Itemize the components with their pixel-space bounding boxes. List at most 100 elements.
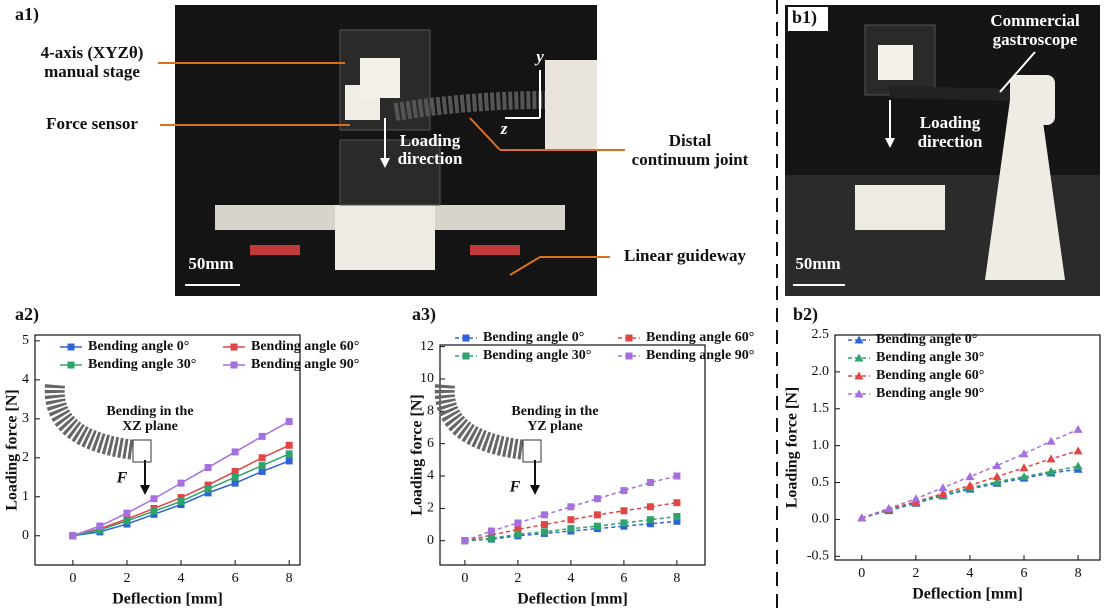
marker — [965, 472, 975, 481]
legend-marker — [67, 343, 75, 351]
legend-label: Bending angle 90° — [251, 357, 359, 372]
scope-label: gastroscope — [993, 30, 1078, 49]
marker — [204, 464, 212, 472]
photo-b1: Loading direction Commercial gastroscope… — [785, 5, 1100, 296]
y-tick-label: 12 — [420, 339, 434, 354]
x-tick-label: 2 — [912, 566, 919, 581]
plot-frame — [34, 334, 301, 566]
legend-label: Bending angle 60° — [646, 330, 754, 345]
marker — [646, 503, 654, 511]
x-tick-label: 6 — [620, 571, 627, 586]
marker — [646, 520, 654, 528]
y-tick-label: 1.5 — [812, 401, 830, 416]
marker — [567, 525, 575, 533]
series-line — [72, 420, 290, 537]
axis-z-label: z — [500, 119, 508, 138]
marker — [123, 517, 131, 525]
marker — [204, 481, 212, 489]
x-tick-label: 0 — [461, 571, 468, 586]
arrow-head — [380, 158, 390, 168]
legend-label: Bending angle 0° — [483, 330, 584, 345]
y-tick-label: 2.0 — [812, 364, 830, 379]
inset-annotation: XZ plane — [122, 419, 178, 434]
y-tick-label: 8 — [427, 404, 434, 419]
series-line — [464, 475, 678, 542]
loading-label: Loading — [920, 113, 981, 132]
marker — [258, 432, 266, 440]
marker — [231, 473, 239, 481]
legend-label: Bending angle 30° — [483, 348, 591, 363]
y-tick-label: 2.5 — [812, 327, 830, 342]
carriage — [335, 205, 435, 270]
marker — [620, 507, 628, 515]
marker — [1046, 436, 1056, 445]
holder-top — [1010, 75, 1055, 125]
continuum-joint — [393, 91, 546, 121]
marker — [911, 494, 921, 503]
y-tick-label: 4 — [22, 372, 29, 387]
y-tick-label: 0.5 — [812, 475, 830, 490]
legend-marker — [854, 389, 864, 398]
callout: 4-axis (XYZθ) — [41, 43, 144, 62]
sensor-clamp — [878, 45, 913, 80]
marker — [593, 522, 601, 530]
force-arrow-head — [530, 485, 540, 495]
holder — [985, 100, 1065, 280]
marker — [231, 467, 239, 475]
legend-marker — [230, 361, 238, 369]
x-tick-label: 0 — [858, 566, 865, 581]
marker — [992, 477, 1002, 486]
y-tick-label: 10 — [420, 371, 434, 386]
marker — [673, 517, 681, 525]
legend-label: Bending angle 30° — [88, 357, 196, 372]
legend-marker — [67, 361, 75, 369]
force-label: F — [116, 470, 128, 487]
marker — [461, 537, 469, 545]
y-tick-label: 0.0 — [812, 512, 830, 527]
marker — [673, 512, 681, 520]
marker — [1019, 472, 1029, 481]
marker — [884, 503, 894, 512]
marker — [231, 448, 239, 456]
marker — [567, 516, 575, 524]
marker — [514, 519, 522, 527]
stage-base — [339, 139, 441, 206]
marker — [673, 499, 681, 507]
marker — [150, 507, 158, 515]
y-tick-label: 0 — [427, 533, 434, 548]
marker — [258, 467, 266, 475]
legend-label: Bending angle 60° — [251, 339, 359, 354]
marker — [567, 503, 575, 511]
x-axis-title: Deflection [mm] — [112, 591, 223, 608]
marker — [231, 479, 239, 487]
legend-marker — [230, 343, 238, 351]
force-label: F — [509, 479, 521, 496]
plot-frame — [834, 334, 1101, 561]
marker — [514, 525, 522, 533]
marker — [258, 454, 266, 462]
y-axis-title: Loading force [N] — [4, 389, 21, 510]
legend-marker — [625, 352, 633, 360]
plot-frame — [439, 344, 706, 566]
y-tick-label: -0.5 — [807, 549, 829, 564]
inset-annotation: Bending in the — [511, 404, 598, 419]
y-tick-label: 6 — [427, 436, 434, 451]
legend-label: Bending angle 90° — [876, 386, 984, 401]
y-tick-label: 3 — [22, 411, 29, 426]
legend-marker — [462, 334, 470, 342]
callout-line — [509, 256, 541, 276]
marker — [857, 513, 867, 522]
x-tick-label: 8 — [673, 571, 680, 586]
inset-annotation: Bending in the — [106, 404, 193, 419]
legend-marker — [854, 335, 864, 344]
marker — [258, 462, 266, 470]
callout: continuum joint — [632, 150, 749, 169]
marker — [285, 457, 293, 465]
panel-label: b1) — [792, 7, 817, 28]
x-tick-label: 6 — [1021, 566, 1028, 581]
sensor-clamp — [360, 58, 400, 98]
marker — [177, 479, 185, 487]
marker — [965, 480, 975, 489]
y-tick-label: 5 — [22, 333, 29, 348]
